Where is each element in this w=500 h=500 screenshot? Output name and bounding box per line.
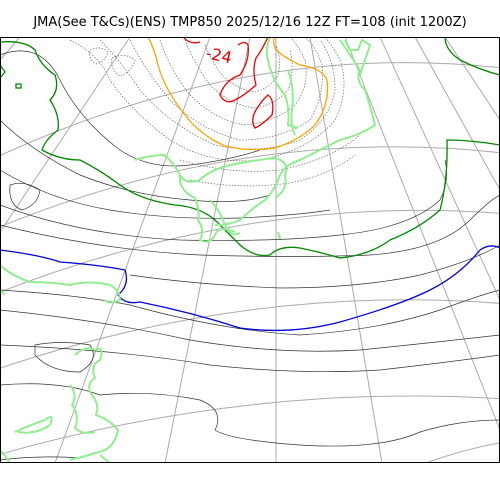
coastline xyxy=(14,415,53,434)
isotherm-label: -24 xyxy=(204,43,234,67)
latitude-line xyxy=(0,209,500,293)
coastline xyxy=(344,39,371,76)
coastline xyxy=(287,69,296,136)
isotherm-contour xyxy=(0,289,500,336)
isotherm-contour xyxy=(129,37,323,141)
coastline xyxy=(178,174,236,243)
coastline xyxy=(134,154,288,199)
longitude-line xyxy=(54,37,211,463)
map-title: JMA(See T&Cs)(ENS) TMP850 2025/12/16 12Z… xyxy=(33,15,467,30)
isotherm-contour xyxy=(111,55,136,77)
isotherm-contour xyxy=(179,134,361,172)
longitude-line xyxy=(164,37,251,463)
isotherm-contour xyxy=(0,344,500,373)
zero-isotherm xyxy=(0,245,500,332)
latitude-line xyxy=(0,299,500,369)
longitude-line xyxy=(379,37,500,301)
latitude-line xyxy=(424,442,500,463)
coastline xyxy=(99,454,111,463)
longitude-line xyxy=(444,37,500,121)
coastline xyxy=(0,264,121,304)
coastline xyxy=(209,199,241,236)
coastlines xyxy=(0,37,376,463)
green-isotherm xyxy=(0,37,500,259)
isotherm-contour xyxy=(0,309,500,352)
longitude-line xyxy=(0,37,21,61)
isotherm-contour xyxy=(129,244,500,289)
latitude-line xyxy=(0,146,500,228)
isotherm-contour xyxy=(0,119,271,202)
isotherm-contour xyxy=(89,47,109,65)
isotherm-contour xyxy=(0,383,500,447)
isotherm-contour xyxy=(0,169,331,219)
isotherm-contour xyxy=(182,37,201,44)
coastline xyxy=(277,231,281,239)
longitude-line xyxy=(414,37,500,191)
isotherm-contour xyxy=(0,50,261,167)
coastline xyxy=(265,37,299,129)
isotherm-contour xyxy=(69,37,345,162)
longitude-line xyxy=(344,37,500,431)
isotherm-contour xyxy=(159,37,307,126)
isotherm-contour xyxy=(252,94,274,129)
isotherm-contour xyxy=(9,183,41,211)
isotherm-contour xyxy=(34,342,94,373)
isotherm-contour xyxy=(15,83,22,89)
orange-isotherm xyxy=(147,37,329,151)
longitude-line xyxy=(0,37,131,233)
isotherm-contour xyxy=(0,194,500,257)
graticule xyxy=(0,37,500,463)
latitude-line xyxy=(0,395,500,455)
coastline xyxy=(214,39,376,226)
isotherm-contour xyxy=(189,154,356,187)
isotherm-contour xyxy=(0,41,500,259)
isotherm-contour xyxy=(444,37,500,76)
isotherm-contour xyxy=(219,37,269,103)
red-isotherm xyxy=(182,37,274,129)
coastline xyxy=(69,384,96,434)
isotherm-contour xyxy=(0,64,6,79)
thin-contours xyxy=(0,50,500,461)
isotherm-contour xyxy=(0,456,81,461)
longitude-line xyxy=(309,37,383,463)
isotherm-contour xyxy=(204,44,280,93)
isotherm-contour xyxy=(0,159,447,241)
coastline xyxy=(69,347,119,461)
